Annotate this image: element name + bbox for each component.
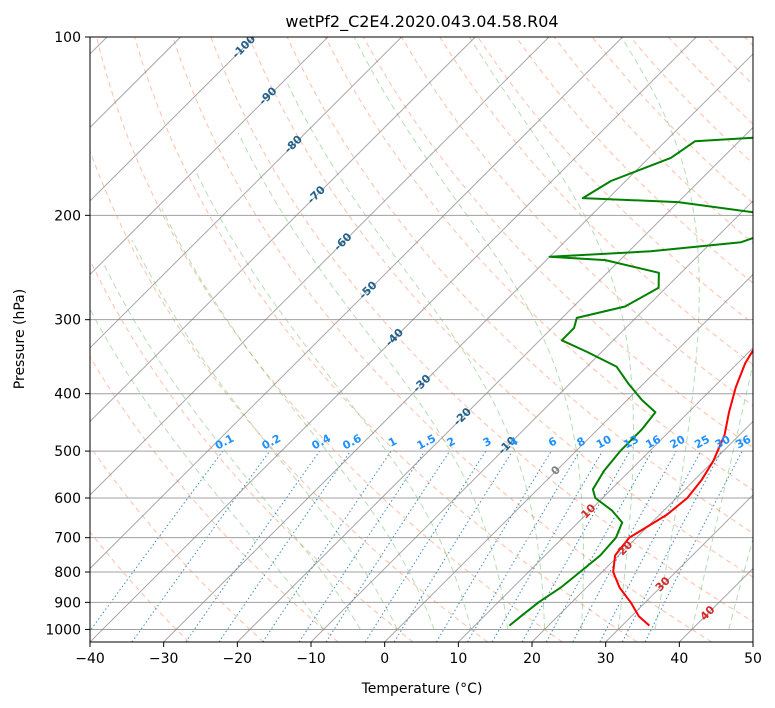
dry-adiabat-line bbox=[248, 37, 753, 578]
x-tick-label: 10 bbox=[449, 651, 467, 667]
isotherm-line bbox=[90, 37, 697, 642]
mixing-ratio-label: 25 bbox=[692, 433, 712, 452]
x-tick-label: 30 bbox=[597, 651, 615, 667]
mixing-ratio-line bbox=[262, 450, 392, 642]
y-tick-label: 600 bbox=[54, 491, 81, 507]
chart-title: wetPf2_C2E4.2020.043.04.58.R04 bbox=[285, 12, 558, 32]
mixing-ratio-line bbox=[325, 450, 451, 642]
plot-frame bbox=[89, 36, 754, 643]
mixing-ratio-line bbox=[521, 450, 631, 642]
moist-adiabat-line bbox=[102, 262, 361, 630]
isotherm-line bbox=[605, 494, 753, 642]
dry-adiabat-line bbox=[515, 37, 753, 284]
dewpoint-line bbox=[508, 136, 753, 627]
moist-adiabat-line bbox=[161, 208, 435, 630]
y-tick-label: 400 bbox=[54, 387, 81, 403]
isotherm-line bbox=[90, 37, 402, 349]
y-tick-label: 100 bbox=[54, 30, 81, 46]
x-tick-label: 0 bbox=[380, 651, 389, 667]
isotherm-line bbox=[384, 273, 753, 642]
temperature-line bbox=[612, 348, 753, 627]
x-tick-label: −10 bbox=[296, 651, 326, 667]
dry-adiabat-line bbox=[134, 37, 638, 642]
dry-adiabat-line bbox=[90, 149, 488, 642]
dry-adiabat-line bbox=[172, 37, 712, 642]
y-tick-label: 900 bbox=[54, 595, 81, 611]
axis-ticks: −40 −30 −20 −10 0 10 20 30 40 50 1000 900 800 700 600 5… bbox=[45, 30, 762, 667]
mixing-ratio-line bbox=[90, 450, 224, 632]
dry-adiabat-line bbox=[401, 37, 753, 407]
moist-adiabat-line bbox=[469, 37, 634, 630]
x-tick-label: −40 bbox=[75, 651, 105, 667]
dry-adiabat-line bbox=[210, 37, 753, 623]
mixing-ratio-label: 30 bbox=[713, 433, 733, 452]
isotherm-line bbox=[163, 53, 753, 642]
dry-adiabat-line bbox=[90, 445, 264, 642]
isotherm-line bbox=[90, 37, 329, 276]
y-tick-label: 700 bbox=[54, 531, 81, 547]
mixing-ratio-label: 10 bbox=[594, 433, 614, 452]
mixing-ratio-label: 36 bbox=[734, 433, 754, 452]
dry-adiabat-line bbox=[90, 355, 339, 642]
isotherm-line bbox=[531, 420, 753, 642]
y-tick-label: 1000 bbox=[45, 622, 81, 638]
mixing-ratio-line bbox=[364, 450, 487, 642]
dry-adiabat-line bbox=[90, 531, 190, 642]
y-tick-label: 500 bbox=[54, 444, 81, 460]
moist-adiabat-line bbox=[691, 361, 753, 630]
isotherm-line bbox=[457, 347, 753, 642]
background-lines bbox=[90, 37, 753, 642]
moist-adiabat-line bbox=[353, 37, 584, 630]
moist-adiabat-line bbox=[237, 132, 509, 630]
dry-adiabat-line bbox=[286, 37, 753, 534]
mixing-ratio-label: 13 bbox=[621, 433, 641, 452]
x-tick-label: 50 bbox=[744, 651, 762, 667]
mixing-ratio-line bbox=[298, 450, 426, 642]
moist-adiabat-line bbox=[90, 308, 325, 630]
mixing-ratio-line bbox=[185, 450, 321, 642]
mixing-ratio-label: 20 bbox=[668, 433, 688, 452]
x-tick-label: −20 bbox=[223, 651, 253, 667]
mixing-ratio-line bbox=[393, 450, 513, 642]
moist-adiabat-line bbox=[620, 37, 700, 630]
y-tick-label: 200 bbox=[54, 208, 81, 224]
moist-adiabat-line bbox=[196, 173, 472, 630]
isotherm-line bbox=[90, 37, 550, 496]
y-tick-label: 300 bbox=[54, 313, 81, 329]
mixing-ratio-line bbox=[218, 450, 351, 642]
mixing-ratio-line bbox=[644, 450, 743, 642]
x-tick-label: 40 bbox=[670, 651, 688, 667]
y-axis-label: Pressure (hPa) bbox=[12, 289, 28, 389]
isotherm-line bbox=[90, 37, 476, 423]
moist-adiabat-line bbox=[728, 537, 753, 630]
dry-adiabat-line bbox=[96, 37, 563, 642]
isotherm-line bbox=[90, 37, 623, 570]
mixing-ratio-line bbox=[131, 450, 271, 642]
x-tick-label: 20 bbox=[523, 651, 541, 667]
series-layer bbox=[508, 136, 753, 627]
isotherm-line bbox=[90, 37, 255, 202]
y-tick-label: 800 bbox=[54, 565, 81, 581]
isotherm-line bbox=[310, 200, 753, 642]
moist-adiabat-line bbox=[287, 83, 546, 630]
x-tick-label: −30 bbox=[149, 651, 179, 667]
mixing-ratio-label: 16 bbox=[643, 433, 663, 452]
x-axis-label: Temperature (°C) bbox=[361, 681, 483, 697]
